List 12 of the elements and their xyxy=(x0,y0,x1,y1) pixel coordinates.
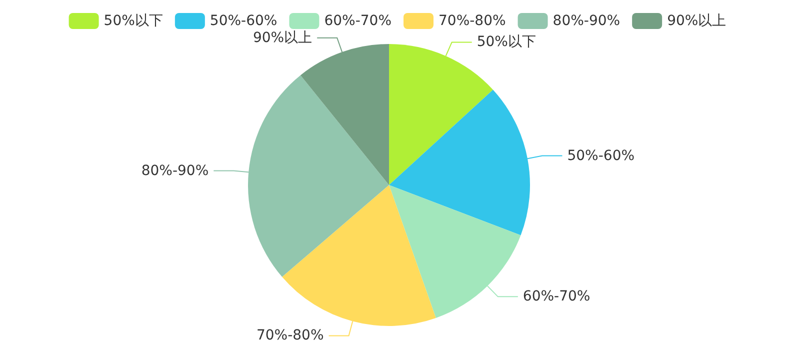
slice-label: 80%-90% xyxy=(141,162,209,179)
slice-label: 50%-60% xyxy=(567,148,635,164)
slice-label: 60%-70% xyxy=(522,288,590,305)
slice-label: 50%以下 xyxy=(476,34,536,50)
legend-label: 90%以上 xyxy=(667,13,726,29)
legend-label: 70%-80% xyxy=(438,13,506,29)
legend-label: 50%-60% xyxy=(210,13,278,29)
legend-label: 60%-70% xyxy=(324,13,392,29)
legend-label: 50%以下 xyxy=(104,13,163,29)
slice-label: 70%-80% xyxy=(256,328,324,344)
slice-label: 90%以上 xyxy=(252,30,312,46)
legend-label: 80%-90% xyxy=(552,13,620,29)
